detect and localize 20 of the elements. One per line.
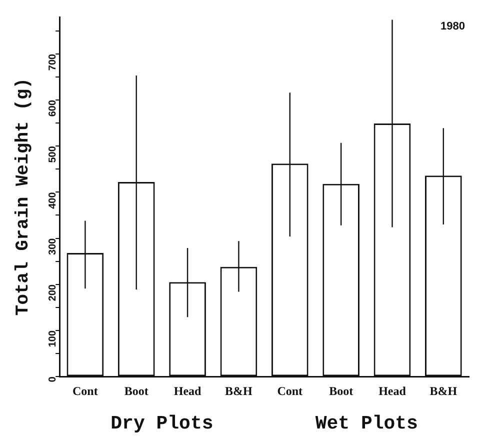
x-tick-label: B&H: [430, 384, 458, 398]
x-tick-label: Head: [174, 384, 202, 398]
y-tick-label: 100: [47, 330, 58, 348]
text: Wet Plots: [315, 412, 418, 434]
x-tick-label: Boot: [124, 384, 148, 398]
y-tick-label: 700: [47, 53, 58, 71]
x-tick-label: Cont: [277, 384, 303, 398]
x-tick-label: Cont: [72, 384, 98, 398]
y-tick-label: 0: [47, 376, 58, 382]
y-tick-label: 400: [47, 192, 58, 209]
x-tick-label: Head: [378, 384, 406, 398]
y-tick-label: 500: [47, 146, 58, 163]
x-tick-label: Boot: [329, 384, 354, 398]
x-tick-label: B&H: [225, 384, 254, 398]
annotation: 1980: [440, 20, 465, 33]
y-tick-label: 600: [47, 100, 58, 117]
text: Dry Plots: [110, 412, 214, 434]
y-axis-title: Total Grain Weight (g): [13, 78, 34, 316]
y-tick-label: 300: [47, 238, 58, 255]
y-tick-label: 200: [47, 284, 58, 302]
